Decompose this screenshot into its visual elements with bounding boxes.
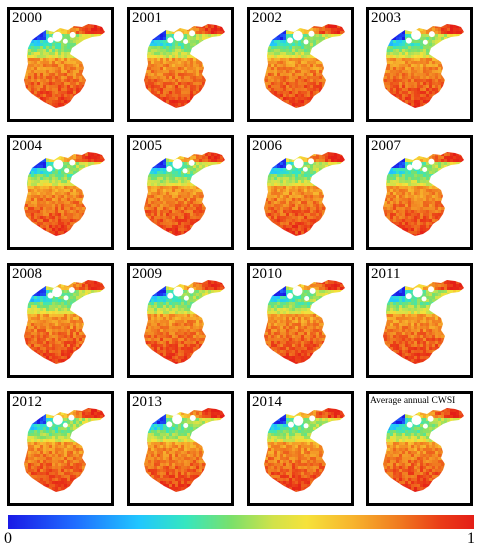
map-panel-2012: 2012	[7, 391, 114, 506]
map-panel-2009: 2009	[127, 263, 234, 378]
map-panel-2007: 2007	[366, 135, 473, 250]
map-panel-2001: 2001	[127, 7, 234, 122]
panel-year-label: 2008	[12, 266, 42, 282]
map-panel-2002: 2002	[247, 7, 354, 122]
panel-year-label: 2006	[252, 138, 282, 154]
cwsi-map	[24, 280, 105, 364]
colorbar	[8, 515, 474, 529]
panel-year-label: 2014	[252, 394, 282, 410]
map-panel-2011: 2011	[366, 263, 473, 378]
panel-year-label: 2012	[12, 394, 42, 410]
panel-year-label: 2003	[371, 10, 401, 26]
cwsi-map	[383, 408, 464, 492]
panel-year-label: 2011	[371, 266, 401, 282]
map-panel-2005: 2005	[127, 135, 234, 250]
colorbar-min-label: 0	[4, 530, 12, 547]
map-panel-2003: 2003	[366, 7, 473, 122]
cwsi-map	[383, 152, 464, 236]
panel-year-label: 2000	[12, 10, 42, 26]
map-panel-2000: 2000	[7, 7, 114, 122]
cwsi-map	[24, 408, 105, 492]
cwsi-map	[264, 280, 345, 364]
panel-year-label: 2002	[252, 10, 282, 26]
panel-year-label: 2004	[12, 138, 42, 154]
cwsi-map	[383, 24, 464, 108]
map-panel-average: Average annual CWSI	[366, 391, 473, 506]
cwsi-map	[144, 152, 225, 236]
cwsi-map	[24, 24, 105, 108]
cwsi-map	[383, 280, 464, 364]
cwsi-map	[264, 24, 345, 108]
panel-year-label: 2005	[132, 138, 162, 154]
cwsi-map	[264, 408, 345, 492]
cwsi-map	[144, 280, 225, 364]
panel-year-label: 2001	[132, 10, 162, 26]
panel-year-label: 2009	[132, 266, 162, 282]
cwsi-map	[144, 408, 225, 492]
map-panel-2006: 2006	[247, 135, 354, 250]
cwsi-map	[264, 152, 345, 236]
panel-year-label: 2007	[371, 138, 401, 154]
map-panel-2008: 2008	[7, 263, 114, 378]
panel-average-label: Average annual CWSI	[370, 396, 456, 406]
map-panel-2004: 2004	[7, 135, 114, 250]
panel-year-label: 2010	[252, 266, 282, 282]
cwsi-map	[144, 24, 225, 108]
panel-year-label: 2013	[132, 394, 162, 410]
cwsi-map	[24, 152, 105, 236]
map-panel-2014: 2014	[247, 391, 354, 506]
colorbar-max-label: 1	[467, 530, 475, 547]
map-panel-2013: 2013	[127, 391, 234, 506]
map-panel-2010: 2010	[247, 263, 354, 378]
